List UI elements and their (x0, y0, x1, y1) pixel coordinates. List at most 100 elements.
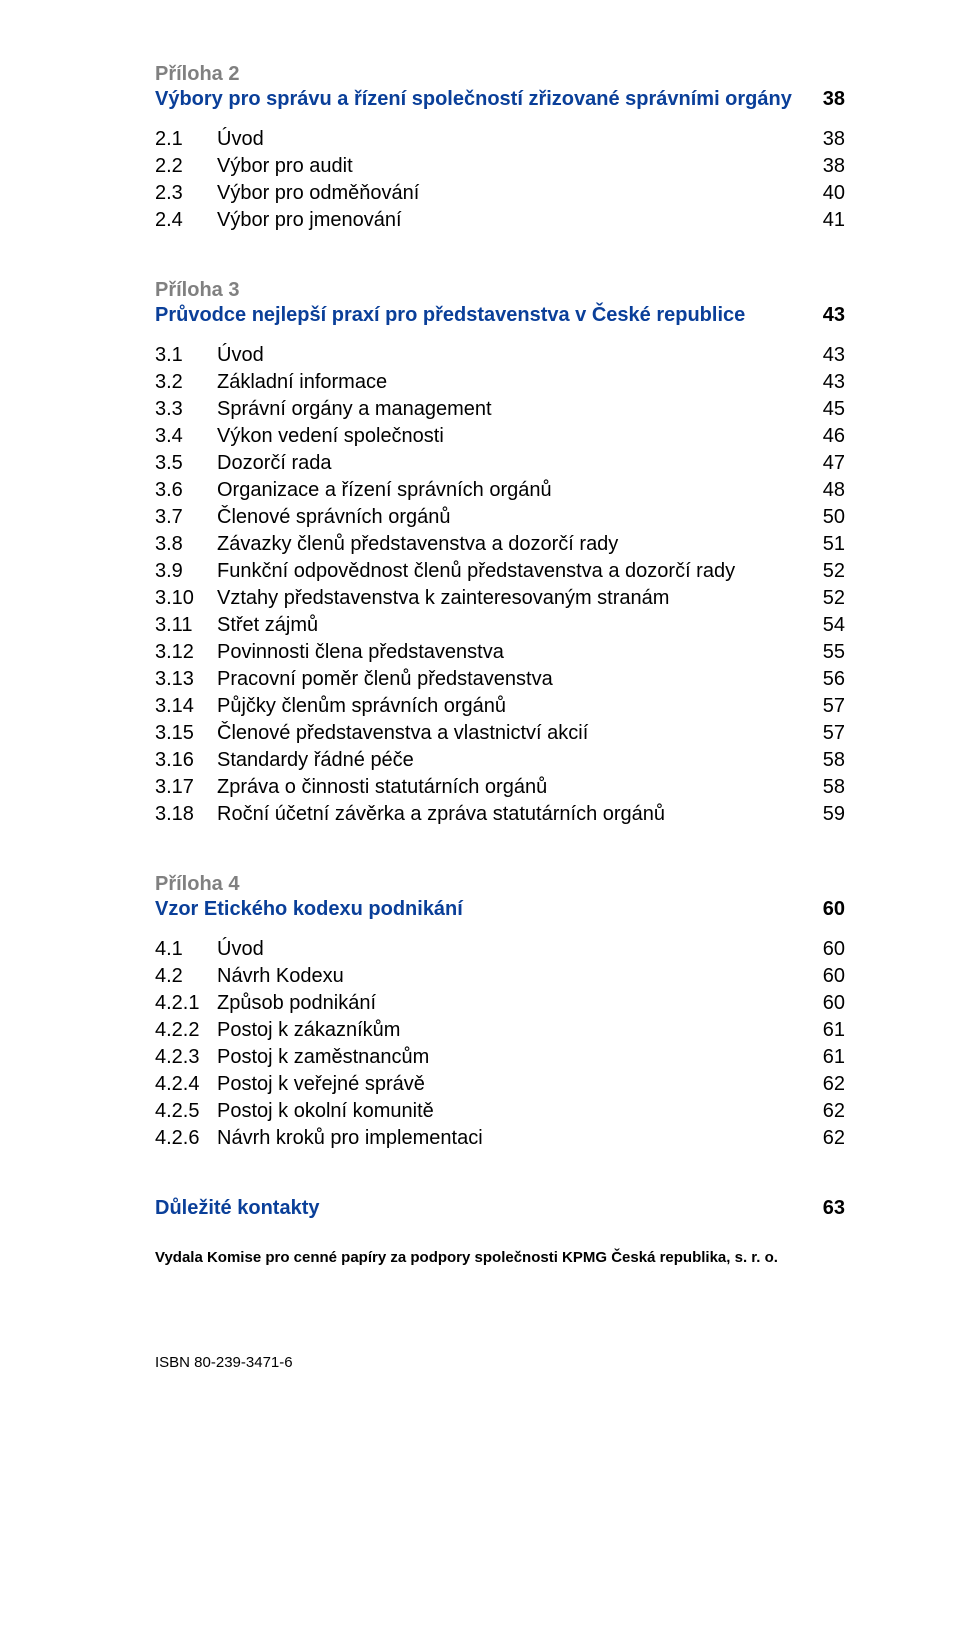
toc-label: Roční účetní závěrka a zpráva statutární… (217, 801, 795, 828)
toc-number: 3.13 (155, 666, 217, 693)
toc-page: 48 (795, 477, 845, 504)
toc-row: 3.1Úvod43 (155, 342, 845, 369)
toc-page: 55 (795, 639, 845, 666)
toc-section: Příloha 3Průvodce nejlepší praxí pro pře… (155, 278, 845, 828)
isbn-text: ISBN 80-239-3471-6 (155, 1354, 845, 1371)
section-blue-heading: Výbory pro správu a řízení společností z… (155, 87, 845, 112)
section-blue-heading-text: Výbory pro správu a řízení společností z… (155, 87, 795, 112)
toc-page: 62 (795, 1071, 845, 1098)
toc-page: 60 (795, 936, 845, 963)
toc-row: 3.13Pracovní poměr členů představenstva5… (155, 666, 845, 693)
toc-page: 47 (795, 450, 845, 477)
toc-page: 46 (795, 423, 845, 450)
toc-page: 43 (795, 342, 845, 369)
toc-page: 45 (795, 396, 845, 423)
toc-number: 3.14 (155, 693, 217, 720)
toc-label: Postoj k zákazníkům (217, 1017, 795, 1044)
toc-label: Funkční odpovědnost členů představenstva… (217, 558, 795, 585)
toc-label: Standardy řádné péče (217, 747, 795, 774)
toc-number: 3.8 (155, 531, 217, 558)
toc-number: 3.16 (155, 747, 217, 774)
toc-row: 3.5Dozorčí rada47 (155, 450, 845, 477)
toc-page: 62 (795, 1098, 845, 1125)
toc-number: 4.2.1 (155, 990, 217, 1017)
toc-row: 3.18Roční účetní závěrka a zpráva statut… (155, 801, 845, 828)
toc-page: 61 (795, 1017, 845, 1044)
toc-page: 57 (795, 720, 845, 747)
toc-number: 4.1 (155, 936, 217, 963)
toc-label: Zpráva o činnosti statutárních orgánů (217, 774, 795, 801)
toc-number: 2.1 (155, 126, 217, 153)
toc-row: 3.14Půjčky členům správních orgánů57 (155, 693, 845, 720)
toc-number: 3.2 (155, 369, 217, 396)
toc-label: Organizace a řízení správních orgánů (217, 477, 795, 504)
toc-row: 4.1Úvod60 (155, 936, 845, 963)
toc-row: 2.3Výbor pro odměňování40 (155, 180, 845, 207)
section-heading-page: 43 (795, 303, 845, 328)
contacts-label: Důležité kontakty (155, 1196, 795, 1221)
toc-row: 3.8Závazky členů představenstva a dozorč… (155, 531, 845, 558)
toc-label: Správní orgány a management (217, 396, 795, 423)
toc-label: Půjčky členům správních orgánů (217, 693, 795, 720)
toc-label: Vztahy představenstva k zainteresovaným … (217, 585, 795, 612)
toc-page: 56 (795, 666, 845, 693)
toc-page: 38 (795, 153, 845, 180)
toc-page: 60 (795, 990, 845, 1017)
toc-page: 57 (795, 693, 845, 720)
toc-row: 3.2Základní informace43 (155, 369, 845, 396)
section-grey-heading: Příloha 3 (155, 278, 845, 303)
toc-row: 3.10Vztahy představenstva k zainteresova… (155, 585, 845, 612)
section-blue-heading: Průvodce nejlepší praxí pro představenst… (155, 303, 845, 328)
toc-page: 38 (795, 126, 845, 153)
toc-page: 41 (795, 207, 845, 234)
toc-label: Úvod (217, 342, 795, 369)
toc-page: 59 (795, 801, 845, 828)
toc-label: Postoj k okolní komunitě (217, 1098, 795, 1125)
section-grey-heading: Příloha 4 (155, 872, 845, 897)
toc-row: 3.15Členové představenstva a vlastnictví… (155, 720, 845, 747)
toc-page: 51 (795, 531, 845, 558)
toc-label: Úvod (217, 936, 795, 963)
toc-section: Příloha 2Výbory pro správu a řízení spol… (155, 62, 845, 234)
toc-number: 3.11 (155, 612, 217, 639)
toc-label: Povinnosti člena představenstva (217, 639, 795, 666)
toc-label: Návrh kroků pro implementaci (217, 1125, 795, 1152)
toc-row: 3.12Povinnosti člena představenstva55 (155, 639, 845, 666)
toc-number: 3.17 (155, 774, 217, 801)
toc-page: 43 (795, 369, 845, 396)
toc-page: 58 (795, 747, 845, 774)
document-page: Příloha 2Výbory pro správu a řízení spol… (0, 0, 960, 1633)
toc-number: 3.6 (155, 477, 217, 504)
toc-label: Základní informace (217, 369, 795, 396)
toc-number: 2.2 (155, 153, 217, 180)
toc-row: 4.2Návrh Kodexu60 (155, 963, 845, 990)
toc-page: 60 (795, 963, 845, 990)
toc-number: 4.2.5 (155, 1098, 217, 1125)
contacts-page: 63 (795, 1196, 845, 1221)
contacts-heading: Důležité kontakty 63 (155, 1196, 845, 1221)
toc-row: 3.3Správní orgány a management45 (155, 396, 845, 423)
section-heading-page: 60 (795, 897, 845, 922)
toc-number: 3.10 (155, 585, 217, 612)
toc-row: 3.6Organizace a řízení správních orgánů4… (155, 477, 845, 504)
toc-number: 3.7 (155, 504, 217, 531)
toc-page: 50 (795, 504, 845, 531)
toc-label: Dozorčí rada (217, 450, 795, 477)
toc-row: 3.17Zpráva o činnosti statutárních orgán… (155, 774, 845, 801)
toc-number: 3.9 (155, 558, 217, 585)
toc-page: 61 (795, 1044, 845, 1071)
toc-page: 52 (795, 585, 845, 612)
toc-label: Členové představenstva a vlastnictví akc… (217, 720, 795, 747)
toc-label: Výbor pro odměňování (217, 180, 795, 207)
toc-number: 4.2.6 (155, 1125, 217, 1152)
toc-label: Výkon vedení společnosti (217, 423, 795, 450)
toc-number: 3.1 (155, 342, 217, 369)
section-grey-heading: Příloha 2 (155, 62, 845, 87)
toc-number: 3.15 (155, 720, 217, 747)
toc-number: 4.2.2 (155, 1017, 217, 1044)
toc-label: Výbor pro jmenování (217, 207, 795, 234)
section-heading-page: 38 (795, 87, 845, 112)
toc-label: Postoj k veřejné správě (217, 1071, 795, 1098)
publisher-footer: Vydala Komise pro cenné papíry za podpor… (155, 1249, 845, 1266)
toc-number: 4.2 (155, 963, 217, 990)
